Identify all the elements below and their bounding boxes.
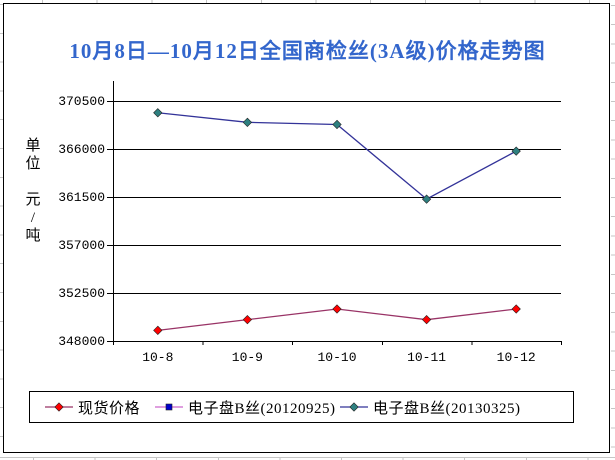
x-axis-category-label: 10-11 bbox=[407, 350, 447, 365]
legend-marker-square-icon bbox=[155, 403, 183, 411]
legend-label: 现货价格 bbox=[78, 400, 141, 417]
legend-label: 电子盘B丝(20120925) bbox=[188, 400, 336, 417]
series-0-point-marker bbox=[421, 315, 432, 325]
y-axis-tick-label: 352500 bbox=[58, 286, 105, 301]
x-axis-category-label: 10-9 bbox=[231, 350, 263, 365]
legend-item-0[interactable]: 现货价格 bbox=[44, 392, 140, 422]
series-0-point-marker bbox=[153, 325, 163, 335]
chart-title: 10月8日—10月12日全国商检丝(3A级)价格走势图 bbox=[69, 39, 546, 63]
y-axis-tick-label: 366000 bbox=[58, 142, 105, 157]
series-2-point-marker bbox=[153, 108, 163, 118]
chart-frame-border bbox=[3, 3, 610, 453]
series-0-point-marker bbox=[332, 304, 342, 314]
legend-item-1[interactable]: 电子盘B丝(20120925) bbox=[154, 392, 336, 422]
x-axis-category-label: 10-8 bbox=[142, 350, 174, 365]
x-axis-category-label: 10-12 bbox=[496, 350, 536, 365]
series-0-point-marker bbox=[242, 315, 253, 325]
legend-item-2[interactable]: 电子盘B丝(20130325) bbox=[339, 392, 521, 422]
y-axis-unit-label: 单 位 元 / 吨 bbox=[25, 138, 41, 244]
legend-marker-diamond-icon bbox=[340, 402, 368, 412]
y-axis-tick-label: 348000 bbox=[58, 334, 105, 349]
x-axis-category-label: 10-10 bbox=[317, 350, 357, 365]
series-2-point-marker bbox=[511, 146, 521, 156]
legend: 现货价格 电子盘B丝(20120925) 电子盘B丝(20130325) bbox=[29, 391, 574, 423]
legend-label: 电子盘B丝(20130325) bbox=[373, 400, 521, 417]
legend-marker-diamond-icon bbox=[45, 402, 73, 412]
y-axis-tick-label: 357000 bbox=[58, 238, 105, 253]
y-axis-tick-label: 361500 bbox=[58, 190, 105, 205]
series-2-point-marker bbox=[242, 117, 253, 127]
y-axis-tick-label: 370500 bbox=[58, 94, 105, 109]
series-2-point-marker bbox=[332, 119, 342, 130]
series-2-point-marker bbox=[421, 194, 432, 204]
series-0-point-marker bbox=[511, 304, 521, 314]
